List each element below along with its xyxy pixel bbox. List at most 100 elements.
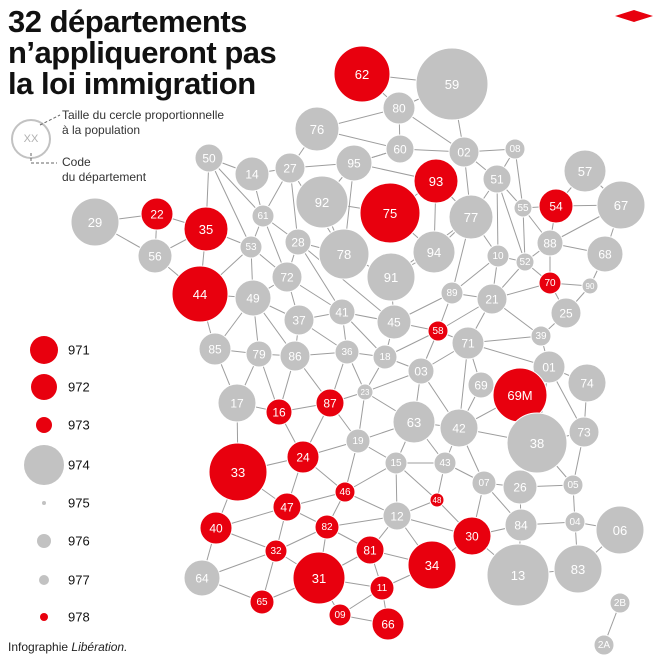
departement-code: 50 bbox=[202, 152, 216, 166]
departement-circle bbox=[335, 144, 373, 182]
departement-circle bbox=[245, 340, 273, 368]
overseas-item-976: 976 bbox=[37, 534, 90, 549]
departement-circle bbox=[439, 408, 479, 448]
departement-56: 56 bbox=[137, 238, 173, 274]
departement-code: 67 bbox=[614, 198, 628, 213]
departement-code: 32 bbox=[270, 546, 282, 557]
departement-code: 89 bbox=[446, 288, 458, 299]
departement-code: 03 bbox=[414, 365, 428, 379]
departement-code: 81 bbox=[363, 544, 377, 558]
departement-circle bbox=[448, 194, 494, 240]
departement-60: 60 bbox=[385, 134, 415, 164]
departement-90: 90 bbox=[581, 277, 599, 295]
departement-circle bbox=[562, 474, 584, 496]
departement-code: 41 bbox=[335, 306, 349, 320]
departement-15: 15 bbox=[384, 451, 408, 475]
departement-circle bbox=[563, 149, 607, 193]
departement-35: 35 bbox=[183, 206, 229, 252]
departement-21: 21 bbox=[476, 283, 508, 315]
departement-code: 90 bbox=[586, 282, 595, 291]
departement-code: 66 bbox=[381, 618, 395, 632]
departement-06: 06 bbox=[595, 505, 645, 555]
departement-62: 62 bbox=[333, 45, 391, 103]
departement-circle bbox=[239, 235, 263, 259]
departement-88: 88 bbox=[536, 229, 564, 257]
overseas-legend: 971 972 973 974 975 976 977 978 bbox=[24, 336, 90, 625]
departement-03: 03 bbox=[407, 357, 435, 385]
credit-source: Libération. bbox=[71, 640, 128, 654]
title-line: n’appliqueront pas bbox=[8, 35, 277, 70]
departement-circle bbox=[292, 551, 346, 605]
departement-47: 47 bbox=[272, 492, 302, 522]
departement-08: 08 bbox=[504, 138, 526, 160]
departement-14: 14 bbox=[234, 156, 270, 192]
departement-circle bbox=[328, 603, 352, 627]
link-50-53 bbox=[208, 157, 252, 248]
departement-76: 76 bbox=[294, 106, 340, 152]
departement-95: 95 bbox=[335, 144, 373, 182]
departement-code: 79 bbox=[252, 348, 266, 362]
departement-94: 94 bbox=[412, 230, 456, 274]
departement-43: 43 bbox=[433, 451, 457, 475]
departement-code: 64 bbox=[195, 572, 209, 586]
departement-code: 21 bbox=[485, 293, 499, 307]
departement-circle bbox=[279, 340, 311, 372]
departement-code: 37 bbox=[292, 314, 306, 328]
departement-circle bbox=[271, 261, 303, 293]
departement-71: 71 bbox=[451, 326, 485, 360]
departement-84: 84 bbox=[504, 508, 538, 542]
overseas-circle bbox=[37, 534, 51, 548]
departement-circle bbox=[504, 508, 538, 542]
departement-code: 05 bbox=[567, 480, 579, 491]
departement-32: 32 bbox=[264, 539, 288, 563]
departement-29: 29 bbox=[70, 197, 120, 247]
size-explanation: Taille du cercle proportionnelle à la po… bbox=[62, 108, 224, 138]
departement-44: 44 bbox=[171, 265, 229, 323]
departement-circle bbox=[286, 440, 320, 474]
departement-code: 55 bbox=[517, 203, 529, 214]
departement-circles: 62 59 80 76 60 02 08 50 14 27 95 93 51 57 29 22 35 61 92 75… bbox=[70, 45, 646, 656]
departement-circle bbox=[140, 197, 174, 231]
departement-code: 30 bbox=[465, 530, 479, 544]
overseas-circle bbox=[31, 374, 57, 400]
departement-circle bbox=[513, 198, 533, 218]
departement-code: 11 bbox=[377, 583, 388, 594]
overseas-item-978: 978 bbox=[40, 610, 90, 625]
departement-code: 02 bbox=[457, 146, 471, 160]
departement-code: 65 bbox=[256, 597, 268, 608]
departement-circle bbox=[356, 383, 374, 401]
departement-circle bbox=[564, 511, 586, 533]
overseas-code: 976 bbox=[68, 534, 90, 549]
departement-circle bbox=[369, 575, 395, 601]
departement-circle bbox=[376, 304, 412, 340]
departement-circle bbox=[198, 332, 232, 366]
overseas-code: 974 bbox=[68, 458, 90, 473]
departement-code: 23 bbox=[361, 388, 370, 397]
departement-circle bbox=[427, 320, 449, 342]
departement-circle bbox=[382, 91, 416, 125]
departement-circle bbox=[265, 398, 293, 426]
departement-circle bbox=[274, 152, 306, 184]
departement-code: 06 bbox=[613, 523, 627, 538]
departement-11: 11 bbox=[369, 575, 395, 601]
departement-89: 89 bbox=[440, 281, 464, 305]
departement-code: 87 bbox=[323, 397, 337, 411]
departement-circle bbox=[295, 175, 349, 229]
departement-54: 54 bbox=[538, 188, 574, 224]
departement-2A: 2A bbox=[593, 634, 615, 656]
departement-70: 70 bbox=[538, 271, 562, 295]
code-text-2: du département bbox=[62, 170, 147, 184]
credit-prefix: Infographie bbox=[8, 640, 69, 654]
size-pointer-line bbox=[39, 114, 61, 126]
departement-59: 59 bbox=[415, 47, 489, 121]
departement-85: 85 bbox=[198, 332, 232, 366]
departement-code: 07 bbox=[478, 478, 490, 489]
departement-circle bbox=[413, 158, 459, 204]
overseas-item-975: 975 bbox=[42, 496, 90, 511]
overseas-circle bbox=[24, 445, 64, 485]
departement-code: 16 bbox=[272, 406, 286, 420]
departement-circle bbox=[506, 412, 568, 474]
departement-circle bbox=[333, 45, 391, 103]
departement-72: 72 bbox=[271, 261, 303, 293]
departement-code: 44 bbox=[193, 287, 207, 302]
